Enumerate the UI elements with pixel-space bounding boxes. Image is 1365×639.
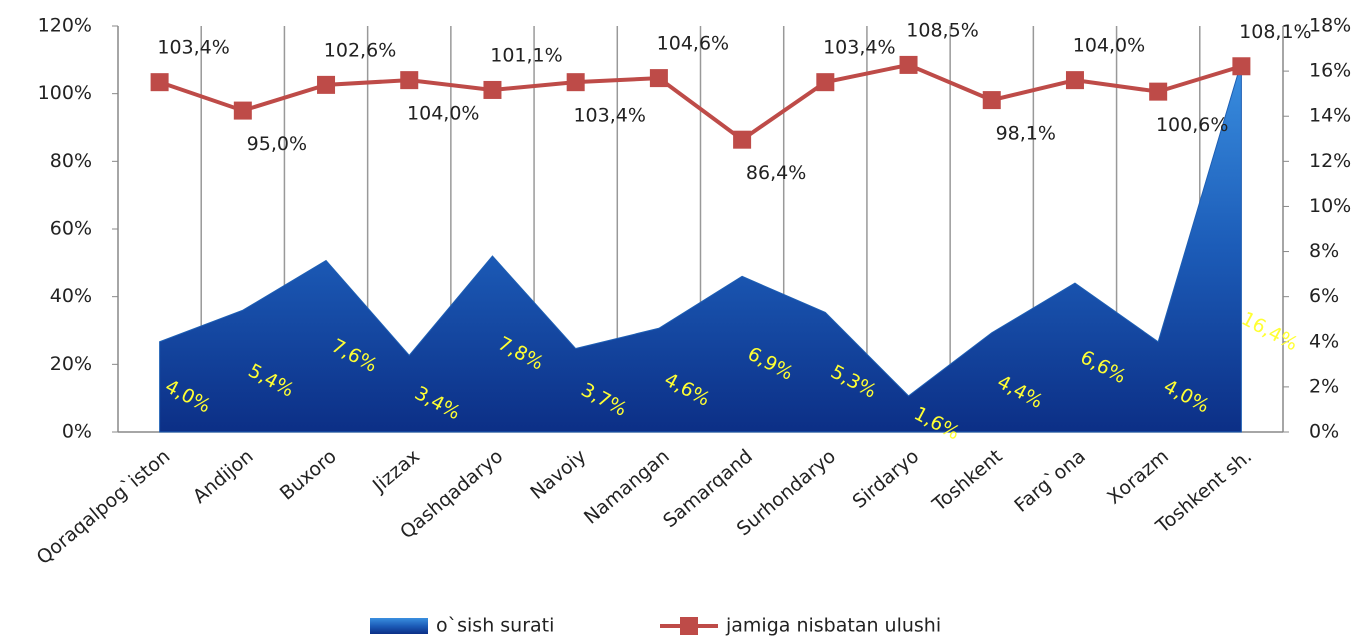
y2-tick-label: 12%: [1309, 150, 1351, 172]
y2-tick-label: 10%: [1309, 195, 1351, 217]
line-marker: [317, 75, 336, 94]
x-tick-label: Qoraqalpog`iston: [33, 445, 175, 569]
y-tick-label: 40%: [50, 285, 92, 307]
line-value-label: 103,4%: [823, 37, 895, 59]
y2-tick-label: 0%: [1309, 421, 1339, 443]
line-marker: [649, 69, 668, 88]
y2-tick-label: 4%: [1309, 330, 1339, 352]
x-tick-label: Buxoro: [276, 445, 341, 505]
line-value-label: 103,4%: [157, 37, 229, 59]
line-marker: [150, 73, 169, 92]
line-marker: [1232, 57, 1251, 76]
line-value-label: 104,0%: [1073, 35, 1145, 57]
line-value-label: 103,4%: [573, 105, 645, 127]
line-value-label: 100,6%: [1156, 114, 1228, 136]
line-marker: [816, 73, 835, 92]
x-tick-label: Xorazm: [1103, 445, 1173, 509]
line-value-label: 108,1%: [1239, 21, 1311, 43]
line-marker: [233, 101, 252, 120]
x-tick-label: Jizzax: [368, 445, 424, 497]
line-marker: [1065, 71, 1084, 90]
y2-tick-label: 2%: [1309, 375, 1339, 397]
x-tick-label: Navoiy: [526, 445, 590, 504]
line-marker: [1149, 82, 1168, 101]
y2-tick-label: 14%: [1309, 105, 1351, 127]
line-value-label: 104,6%: [657, 33, 729, 55]
x-tick-label: Sirdaryo: [848, 445, 923, 513]
line-marker: [899, 55, 918, 74]
x-tick-label: Andijon: [189, 445, 258, 508]
line-marker: [733, 130, 752, 149]
y-tick-label: 120%: [38, 15, 92, 37]
legend-swatch: [370, 618, 428, 634]
line-value-label: 98,1%: [996, 123, 1056, 145]
line-value-label: 86,4%: [746, 162, 806, 184]
legend-label: o`sish surati: [436, 615, 554, 637]
y-tick-label: 20%: [50, 353, 92, 375]
line-value-label: 108,5%: [906, 19, 978, 41]
line-marker: [400, 71, 419, 90]
y-tick-label: 60%: [50, 218, 92, 240]
y-tick-label: 80%: [50, 150, 92, 172]
area: [159, 61, 1242, 433]
legend-swatch-marker: [680, 617, 698, 635]
line-marker: [566, 73, 585, 92]
y-tick-label: 100%: [38, 82, 92, 104]
line: [158, 62, 1242, 143]
y2-tick-label: 6%: [1309, 285, 1339, 307]
x-tick-label: Toshkent: [928, 445, 1007, 516]
legend-label: jamiga nisbatan ulushi: [725, 615, 941, 637]
line-value-label: 95,0%: [247, 133, 307, 155]
y2-tick-label: 8%: [1309, 240, 1339, 262]
y-tick-label: 0%: [62, 421, 92, 443]
x-tick-label: Farg`ona: [1010, 445, 1089, 517]
y2-tick-label: 18%: [1309, 15, 1351, 37]
line-value-label: 102,6%: [324, 39, 396, 61]
area-value-label: 16,4%: [1238, 308, 1302, 356]
line-marker: [483, 80, 502, 99]
line-marker: [982, 91, 1001, 110]
line-value-label: 104,0%: [407, 103, 479, 125]
line-value-label: 101,1%: [490, 44, 562, 66]
y2-tick-label: 16%: [1309, 60, 1351, 82]
